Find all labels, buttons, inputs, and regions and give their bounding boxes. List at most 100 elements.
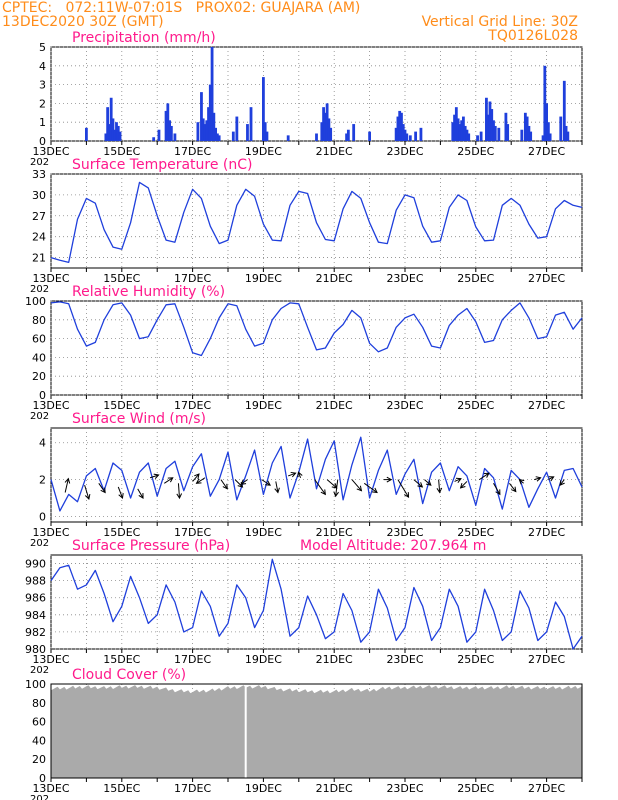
wind-arrow (460, 481, 468, 489)
precipitation-bar (207, 107, 210, 141)
wind-arrow (149, 474, 159, 479)
humidity-line (50, 301, 583, 357)
wind-arrow-head (356, 485, 363, 492)
precipitation-bar (249, 107, 253, 141)
wind-xtick-label: 15DEC (103, 526, 140, 539)
pressure-line (50, 558, 583, 650)
precipitation-bar (414, 131, 418, 141)
precipitation-bar (453, 114, 456, 141)
precipitation-bar (541, 135, 545, 141)
precipitation-xtick-label: 19DEC (245, 145, 282, 158)
wind-arrow-head (240, 479, 247, 485)
cloud-cover-ytick-label: 40 (32, 734, 46, 747)
precipitation-bar (368, 131, 371, 141)
wind-arrow (438, 479, 441, 493)
header-station-line: CPTEC: 072:11W-07:01S PROX02: GUAJARA (A… (2, 0, 361, 16)
cloud-cover-xtick-label: 19DEC (245, 782, 282, 795)
cloud-cover-ytick-label: 100 (25, 678, 46, 691)
humidity-ytick-label: 20 (32, 370, 46, 383)
pressure-ytick-label: 980 (25, 643, 46, 656)
temperature-ytick-label: 27 (32, 210, 46, 223)
precipitation-bar (462, 116, 465, 141)
humidity-xtick-label: 27DEC (528, 399, 565, 412)
precipitation-xtick-label: 13DEC (32, 145, 69, 158)
precipitation-xtick-label: 23DEC (386, 145, 423, 158)
wind-xtick-label: 25DEC (457, 526, 494, 539)
pressure-ytick-label: 990 (25, 558, 46, 571)
wind-arrow (192, 473, 200, 482)
precipitation-bar (329, 127, 333, 141)
precipitation-bar (265, 131, 269, 141)
humidity-title: Relative Humidity (%) (72, 284, 225, 300)
humidity-ytick-label: 40 (32, 351, 46, 364)
precipitation-bar (564, 125, 568, 141)
precipitation-bar (398, 110, 402, 141)
wind-arrow-head (297, 471, 303, 478)
wind-arrow-head (194, 473, 200, 480)
precipitation-bar (352, 124, 356, 141)
precipitation-title: Precipitation (mm/h) (72, 30, 216, 46)
precipitation-bar (323, 112, 327, 141)
wind-arrow-head (417, 482, 424, 488)
wind-arrow (534, 477, 541, 481)
wind-arrow-head (64, 477, 71, 484)
pressure-xtick-label: 13DEC (32, 653, 69, 666)
wind-arrow (240, 479, 248, 485)
precipitation-bar (467, 133, 471, 141)
precipitation-ytick-label: 5 (39, 41, 46, 54)
cloud-cover-title: Cloud Cover (%) (72, 667, 186, 683)
cloud-cover-ytick-label: 0 (39, 772, 46, 785)
wind-arrow-head (425, 480, 432, 486)
wind-arrow (137, 488, 144, 499)
cloud-cover-ytick-label: 20 (32, 753, 46, 766)
wind-arrow (98, 483, 106, 493)
wind-arrow-head (436, 487, 443, 494)
wind-arrow-head (548, 476, 555, 482)
precipitation-bar (479, 131, 483, 141)
wind-arrow-head (222, 483, 228, 490)
humidity-xtick-label: 13DEC (32, 399, 69, 412)
pressure-ytick-label: 988 (25, 575, 46, 588)
pressure-annotation: Model Altitude: 207.964 m (300, 538, 486, 554)
precipitation-bar (115, 122, 118, 141)
cloud-cover-xtick-label: 25DEC (457, 782, 494, 795)
precipitation-bar (488, 101, 492, 141)
pressure-xtick-label: 23DEC (386, 653, 423, 666)
precipitation-bar (169, 125, 173, 141)
humidity-xtick-label: 19DEC (245, 399, 282, 412)
precipitation-xtick-label: 21DEC (316, 145, 353, 158)
wind-arrow-head (265, 480, 272, 486)
header-date-line: 13DEC2020 30Z (GMT) (2, 14, 164, 30)
wind-arrow-head (153, 473, 160, 479)
precipitation-bar (109, 97, 113, 141)
precipitation-bar (520, 129, 524, 141)
wind-arrow (261, 479, 271, 486)
precipitation-bar (168, 120, 171, 141)
wind-ytick-label: 4 (39, 437, 46, 450)
wind-arrow-head (138, 493, 144, 499)
humidity-frame (50, 300, 583, 396)
precipitation-bar (212, 112, 216, 141)
wind-arrow-head (290, 471, 297, 478)
pressure-xtick-label: 19DEC (245, 653, 282, 666)
cloud-cover-frame-top (50, 683, 583, 779)
temperature-xtick-label: 19DEC (245, 272, 282, 285)
temperature-line (50, 181, 583, 264)
wind-arrow-head (511, 486, 517, 493)
precipitation-bar (217, 135, 221, 141)
precipitation-bar (465, 129, 469, 141)
wind-arrow (493, 483, 501, 495)
wind-arrow-head (535, 476, 542, 482)
wind-year-fragment: 202 (30, 538, 49, 549)
wind-arrow (363, 482, 378, 493)
precipitation-bar (527, 125, 531, 141)
precipitation-bar (492, 120, 495, 141)
precipitation-bar (116, 125, 120, 141)
pressure-ytick-label: 984 (25, 609, 46, 622)
precipitation-bar (546, 122, 550, 141)
pressure-title: Surface Pressure (hPa) (72, 538, 230, 554)
cloud-cover-xtick-label: 13DEC (32, 782, 69, 795)
precipitation-bar (408, 135, 412, 141)
wind-arrow (84, 484, 90, 500)
precipitation-bar (85, 127, 88, 141)
